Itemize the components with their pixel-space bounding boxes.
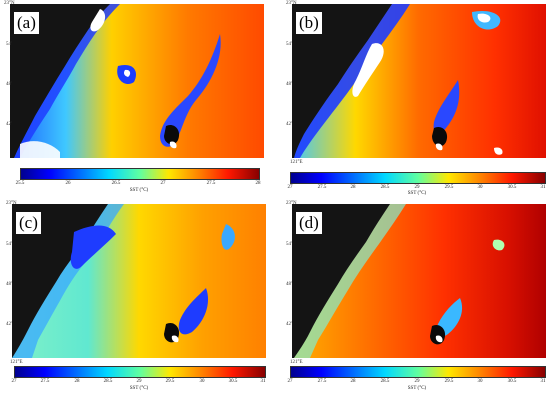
cbar-tick-b-5: 29.5 [444, 185, 454, 190]
panel-label-b: (b) [296, 12, 322, 34]
cbar-tick-a-0: 25.5 [15, 181, 25, 186]
cbar-tick-c-2: 28 [74, 379, 80, 384]
panel-a: (a) 23°N 54' 48' 42' 25.5 26 26.5 27 27.… [4, 1, 264, 196]
corner-lon-c: 121°E [10, 360, 23, 365]
cbar-tick-b-2: 28 [350, 185, 356, 190]
panel-b: (b) 23°N 54' 48' 42' 121°E 27 27.5 28 28… [286, 1, 550, 196]
corner-lat-c: 23°N [6, 201, 17, 206]
panel-label-a: (a) [14, 12, 39, 34]
cbar-tick-b-6: 30 [477, 185, 483, 190]
cbar-tick-a-5: 28 [255, 181, 261, 186]
lat-tick-a-1: 54' [6, 42, 12, 47]
cbar-tick-a-1: 26 [65, 181, 71, 186]
cbar-tick-b-7: 30.5 [507, 185, 517, 190]
cbar-tick-d-2: 28 [350, 379, 356, 384]
cbar-tick-b-4: 29 [414, 185, 420, 190]
lat-tick-c-3: 42' [6, 322, 12, 327]
sst-map-c: (c) [12, 204, 266, 358]
cbar-tick-c-5: 29.5 [165, 379, 175, 384]
cbar-tick-d-6: 30 [477, 379, 483, 384]
colorbar-title-d: SST (°C) [407, 386, 427, 391]
cbar-tick-d-4: 29 [414, 379, 420, 384]
colorbar-d [290, 366, 546, 378]
lat-tick-c-1: 54' [6, 242, 12, 247]
cbar-tick-b-0: 27 [287, 185, 293, 190]
cbar-tick-a-3: 27 [160, 181, 166, 186]
cbar-tick-a-2: 26.5 [111, 181, 121, 186]
lat-tick-b-3: 42' [286, 122, 292, 127]
cbar-tick-d-0: 27 [287, 379, 293, 384]
corner-lat-b: 23°N [286, 1, 297, 6]
cbar-tick-c-3: 28.5 [103, 379, 113, 384]
lat-tick-d-3: 42' [286, 322, 292, 327]
cbar-tick-d-5: 29.5 [444, 379, 454, 384]
cbar-tick-c-0: 27 [11, 379, 17, 384]
lat-tick-a-3: 42' [6, 122, 12, 127]
sst-map-d: (d) [292, 204, 546, 358]
cbar-tick-d-7: 30.5 [507, 379, 517, 384]
lat-tick-d-2: 48' [286, 282, 292, 287]
sst-map-a: (a) [10, 4, 264, 158]
corner-lat-a: 23°N [4, 1, 15, 6]
panel-label-d: (d) [296, 212, 322, 234]
lat-tick-b-1: 54' [286, 42, 292, 47]
cbar-tick-d-1: 27.5 [317, 379, 327, 384]
cbar-tick-c-6: 30 [199, 379, 205, 384]
colorbar-title-c: SST (°C) [129, 386, 149, 391]
lat-tick-b-2: 48' [286, 82, 292, 87]
sst-map-b: (b) [292, 4, 546, 158]
colorbar-c [14, 366, 266, 378]
panel-label-c: (c) [16, 212, 41, 234]
colorbar-a [20, 168, 260, 180]
corner-lon-b: 121°E [290, 160, 303, 165]
panel-d: (d) 23°N 54' 48' 42' 121°E 27 27.5 28 28… [286, 201, 550, 396]
cbar-tick-c-7: 30.5 [228, 379, 238, 384]
cbar-tick-b-3: 28.5 [380, 185, 390, 190]
cbar-tick-b-1: 27.5 [317, 185, 327, 190]
cbar-tick-d-8: 31 [540, 379, 546, 384]
cbar-tick-d-3: 28.5 [380, 379, 390, 384]
lat-tick-d-1: 54' [286, 242, 292, 247]
panel-c: (c) 23°N 54' 48' 42' 121°E 27 27.5 28 28… [6, 201, 270, 396]
lat-tick-a-2: 48' [6, 82, 12, 87]
corner-lat-d: 23°N [286, 201, 297, 206]
corner-lon-d: 121°E [290, 360, 303, 365]
cbar-tick-c-4: 29 [136, 379, 142, 384]
cbar-tick-b-8: 31 [540, 185, 546, 190]
cbar-tick-a-4: 27.5 [206, 181, 216, 186]
cbar-tick-c-1: 27.5 [40, 379, 50, 384]
colorbar-b [290, 172, 546, 184]
colorbar-title-a: SST (°C) [129, 188, 149, 193]
lat-tick-c-2: 48' [6, 282, 12, 287]
cbar-tick-c-8: 31 [260, 379, 266, 384]
colorbar-title-b: SST (°C) [407, 191, 427, 196]
